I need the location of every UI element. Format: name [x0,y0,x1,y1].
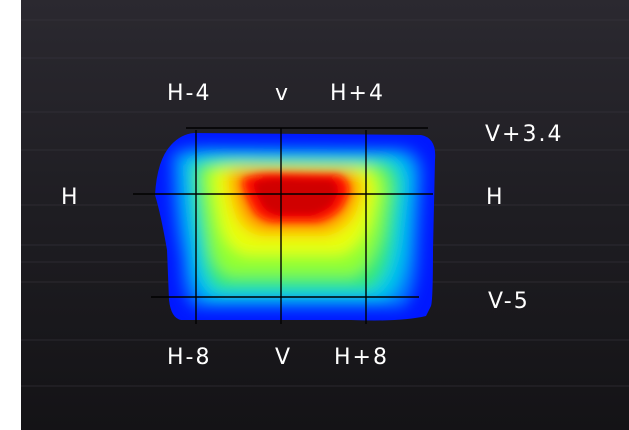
beam-pattern-panel: H-4 v H+4 V+3.4 H H V-5 H-8 V H+8 [21,0,629,430]
label-h-left: H [61,185,80,210]
label-v-bottom: V [275,345,292,370]
beam-heatmap [155,133,436,321]
label-h-plus-8: H+8 [334,345,389,370]
label-v-minus-5: V-5 [488,289,530,314]
label-h-minus-8: H-8 [167,345,211,370]
label-h-minus-4: H-4 [167,81,211,106]
label-h-plus-4: H+4 [330,81,385,106]
beam-grid [133,127,433,324]
label-v-plus-3-4: V+3.4 [485,122,563,147]
label-h-right: H [486,185,505,210]
label-v-top: v [275,81,290,106]
beam-pattern-svg: H-4 v H+4 V+3.4 H H V-5 H-8 V H+8 [21,0,629,430]
